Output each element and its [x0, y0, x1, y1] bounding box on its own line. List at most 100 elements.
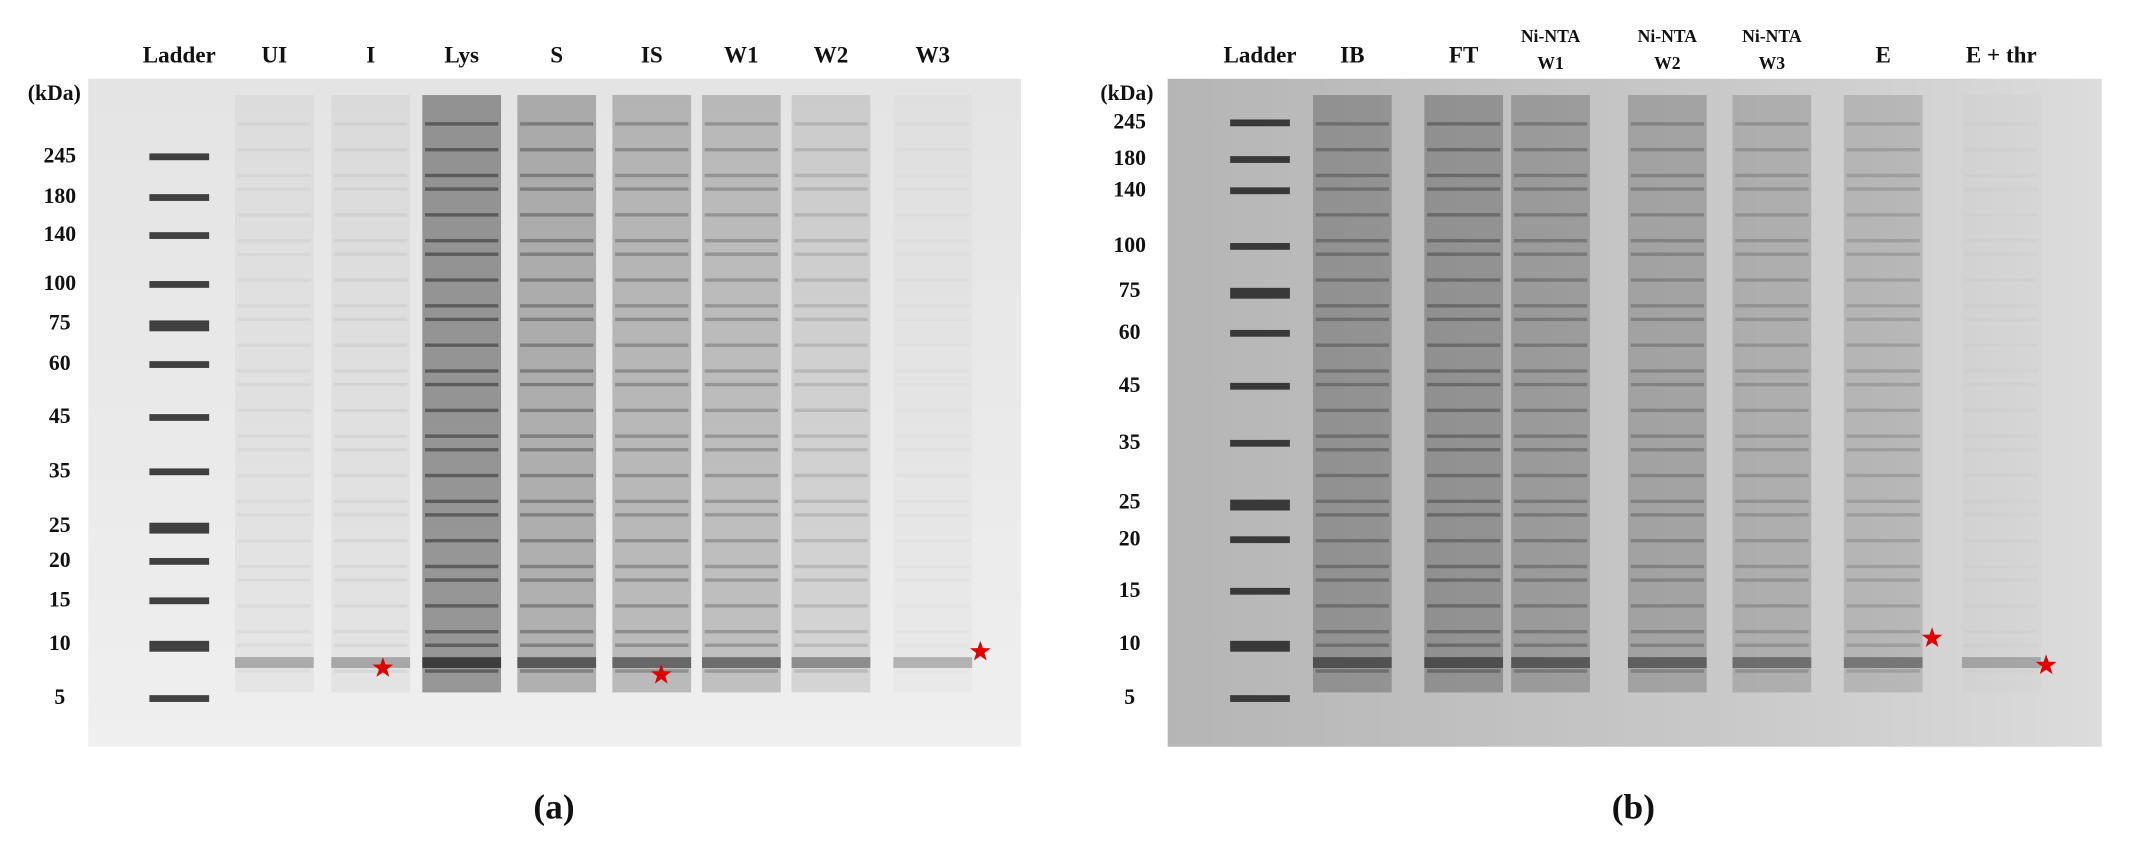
lane-band: [1965, 448, 2038, 451]
lane-label: I: [366, 41, 375, 67]
lane-band: [1513, 304, 1588, 308]
gel-a: [88, 78, 1022, 747]
lane-label: W1: [1537, 53, 1563, 73]
lane-band: [237, 304, 311, 308]
panel-caption: (b): [1612, 788, 1655, 827]
lane-band: [520, 213, 594, 217]
lane-band: [1315, 252, 1389, 256]
lane-band: [1735, 252, 1809, 256]
lane-band: [520, 173, 594, 178]
marker-label: 45: [1119, 373, 1141, 397]
lane-band: [425, 304, 499, 308]
lane-smear: [612, 95, 692, 693]
lane-smear: [1962, 95, 2041, 692]
lane-band: [1630, 539, 1704, 543]
lane-band: [1846, 252, 1920, 256]
lane-band: [422, 657, 502, 668]
lane-band: [425, 213, 499, 217]
lane-band: [237, 369, 311, 373]
lane-band: [334, 669, 408, 673]
lane-band: [425, 122, 499, 126]
lane-band: [1846, 278, 1920, 282]
lane-band: [1427, 382, 1501, 387]
lane-band: [704, 317, 779, 322]
lane-band: [794, 499, 868, 504]
lane-band: [1513, 448, 1588, 452]
lane-band: [1427, 473, 1501, 478]
ladder-band: [149, 320, 210, 332]
lane-band: [1427, 629, 1501, 634]
lane-band: [334, 513, 408, 517]
lane-band: [704, 304, 779, 308]
lane-band: [425, 513, 499, 517]
lane-band: [615, 369, 689, 373]
lane-label: W3: [915, 41, 950, 67]
lane-band: [1965, 500, 2038, 503]
lane-band: [520, 408, 594, 413]
lane-band: [794, 238, 868, 243]
lane-band: [1630, 513, 1704, 517]
lane-band: [1735, 578, 1809, 582]
lane-band: [794, 448, 868, 452]
lane-band: [1846, 213, 1920, 217]
lane-band: [237, 343, 311, 347]
lane-band: [1965, 513, 2038, 516]
lane-band: [1630, 252, 1704, 256]
lane-band: [334, 564, 408, 569]
lane-band: [1630, 187, 1704, 191]
lane-band: [1427, 173, 1501, 178]
lane-band: [425, 604, 499, 608]
ladder-band: [149, 153, 210, 161]
lane-band: [1315, 643, 1389, 647]
lane-band: [615, 147, 689, 152]
panel-caption: (a): [533, 788, 574, 827]
lane-band: [896, 565, 969, 568]
ladder-band: [1230, 695, 1290, 702]
lane-band: [1627, 657, 1707, 668]
lane-band: [1965, 630, 2038, 633]
lane-band: [1735, 238, 1809, 243]
lane-band: [237, 278, 311, 282]
lane-band: [615, 539, 689, 543]
lane-band: [1630, 473, 1704, 478]
lane-band: [1735, 187, 1809, 191]
lane-band: [425, 343, 499, 347]
lane-band: [615, 564, 689, 569]
lane-smear: [331, 95, 411, 693]
lane-band: [1513, 343, 1588, 347]
lane-band: [425, 539, 499, 543]
lane-label: S: [550, 41, 563, 67]
lane-band: [701, 657, 781, 668]
lane-band: [1965, 122, 2038, 125]
lane-band: [1965, 174, 2038, 177]
lane-band: [1513, 473, 1588, 478]
lane-band: [520, 629, 594, 634]
lane-band: [704, 238, 779, 243]
lane-band: [425, 238, 499, 243]
lane-band: [1427, 643, 1501, 647]
lane-band: [615, 629, 689, 634]
star: [970, 640, 991, 661]
lane-band: [334, 369, 408, 373]
lane-band: [520, 317, 594, 322]
lane-band: [334, 213, 408, 217]
lane-band: [1315, 382, 1389, 387]
lane-band: [704, 122, 779, 126]
lane-band: [615, 604, 689, 608]
lane-band: [1513, 173, 1588, 178]
lane-label: Ni-NTA: [1638, 26, 1698, 46]
lane-band: [1513, 122, 1588, 126]
lane-band: [1735, 629, 1809, 634]
lane-band: [1846, 343, 1920, 347]
lane-smear: [701, 95, 781, 693]
lane-band: [237, 473, 311, 478]
lane-label: Ni-NTA: [1742, 26, 1802, 46]
lane-band: [1630, 173, 1704, 178]
lane-band: [334, 252, 408, 256]
lane-band: [1965, 434, 2038, 437]
lane-band: [1735, 382, 1809, 387]
lane-band: [704, 499, 779, 504]
lane-band: [704, 643, 779, 647]
lane-band: [794, 173, 868, 178]
lane-band: [896, 318, 969, 321]
